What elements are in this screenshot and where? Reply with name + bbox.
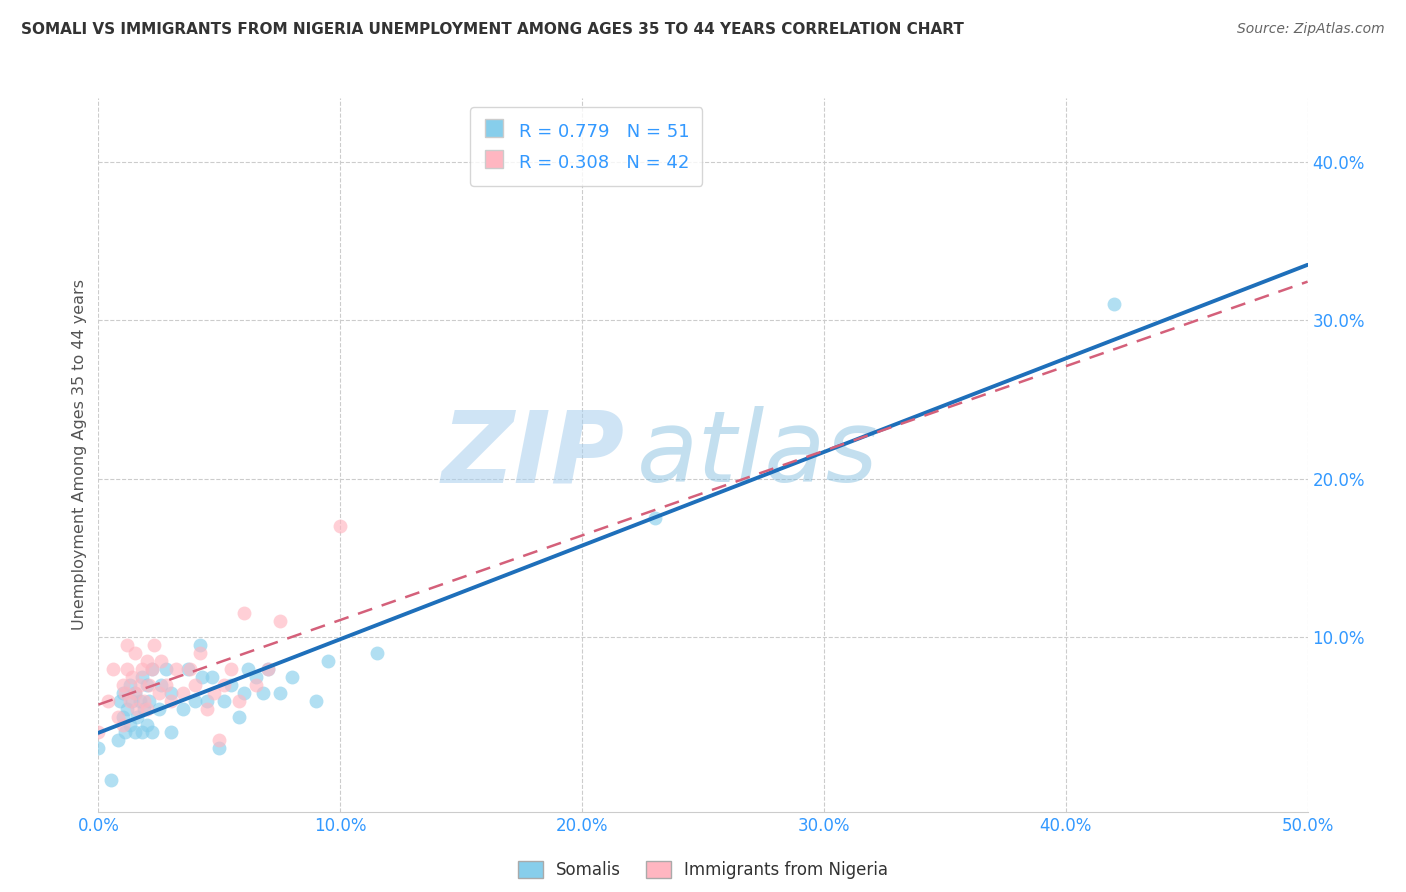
Point xyxy=(148,701,170,715)
Point xyxy=(117,701,139,715)
Point xyxy=(111,709,134,723)
Point xyxy=(148,686,170,700)
Point xyxy=(269,615,291,629)
Point xyxy=(208,733,231,747)
Point xyxy=(121,670,143,684)
Point xyxy=(117,638,139,652)
Point xyxy=(131,670,153,684)
Point xyxy=(228,694,250,708)
Point xyxy=(128,678,150,692)
Point xyxy=(138,678,160,692)
Point xyxy=(141,662,163,676)
Point xyxy=(238,662,260,676)
Point xyxy=(155,662,177,676)
Point xyxy=(135,654,157,668)
Point xyxy=(117,662,139,676)
Point xyxy=(232,607,254,621)
Point xyxy=(107,709,129,723)
Point xyxy=(1102,297,1125,311)
Point xyxy=(135,701,157,715)
Point xyxy=(87,741,110,756)
Point xyxy=(252,686,274,700)
Point xyxy=(160,686,183,700)
Point xyxy=(212,678,235,692)
Point xyxy=(221,662,243,676)
Point xyxy=(114,686,136,700)
Point xyxy=(134,701,156,715)
Point xyxy=(87,725,110,739)
Point xyxy=(160,725,183,739)
Point xyxy=(111,717,134,731)
Point xyxy=(245,678,267,692)
Point xyxy=(269,686,291,700)
Point xyxy=(172,701,194,715)
Point xyxy=(124,646,146,660)
Text: atlas: atlas xyxy=(637,407,879,503)
Point xyxy=(204,686,226,700)
Point xyxy=(127,701,149,715)
Point xyxy=(208,741,231,756)
Point xyxy=(177,662,200,676)
Point xyxy=(245,670,267,684)
Point xyxy=(135,678,157,692)
Point xyxy=(141,725,163,739)
Point xyxy=(124,686,146,700)
Point xyxy=(172,686,194,700)
Point xyxy=(160,694,183,708)
Point xyxy=(184,678,207,692)
Point xyxy=(179,662,201,676)
Legend: Somalis, Immigrants from Nigeria: Somalis, Immigrants from Nigeria xyxy=(510,854,896,886)
Point xyxy=(131,662,153,676)
Point xyxy=(195,694,218,708)
Point xyxy=(232,686,254,700)
Point xyxy=(128,694,150,708)
Point xyxy=(329,519,352,533)
Point xyxy=(256,662,278,676)
Point xyxy=(150,654,173,668)
Point xyxy=(184,694,207,708)
Point xyxy=(188,646,211,660)
Point xyxy=(114,725,136,739)
Point xyxy=(305,694,328,708)
Point xyxy=(121,694,143,708)
Point xyxy=(256,662,278,676)
Text: SOMALI VS IMMIGRANTS FROM NIGERIA UNEMPLOYMENT AMONG AGES 35 TO 44 YEARS CORRELA: SOMALI VS IMMIGRANTS FROM NIGERIA UNEMPL… xyxy=(21,22,965,37)
Point xyxy=(118,717,141,731)
Point xyxy=(281,670,304,684)
Point xyxy=(228,709,250,723)
Point xyxy=(143,638,166,652)
Point xyxy=(101,662,124,676)
Text: Source: ZipAtlas.com: Source: ZipAtlas.com xyxy=(1237,22,1385,37)
Point xyxy=(100,772,122,787)
Point xyxy=(150,678,173,692)
Point xyxy=(316,654,339,668)
Point xyxy=(97,694,120,708)
Point xyxy=(366,646,388,660)
Point xyxy=(111,686,134,700)
Point xyxy=(107,733,129,747)
Point xyxy=(135,717,157,731)
Text: ZIP: ZIP xyxy=(441,407,624,503)
Point xyxy=(108,694,131,708)
Point xyxy=(141,662,163,676)
Point xyxy=(134,694,156,708)
Point xyxy=(221,678,243,692)
Point xyxy=(124,686,146,700)
Y-axis label: Unemployment Among Ages 35 to 44 years: Unemployment Among Ages 35 to 44 years xyxy=(72,279,87,631)
Point xyxy=(127,709,149,723)
Point xyxy=(124,725,146,739)
Point xyxy=(188,638,211,652)
Point xyxy=(212,694,235,708)
Point xyxy=(201,670,224,684)
Point xyxy=(111,678,134,692)
Point xyxy=(138,694,160,708)
Point xyxy=(131,725,153,739)
Point xyxy=(118,678,141,692)
Point xyxy=(155,678,177,692)
Point xyxy=(191,670,214,684)
Point xyxy=(118,694,141,708)
Point xyxy=(195,701,218,715)
Point xyxy=(644,511,666,525)
Point xyxy=(165,662,187,676)
